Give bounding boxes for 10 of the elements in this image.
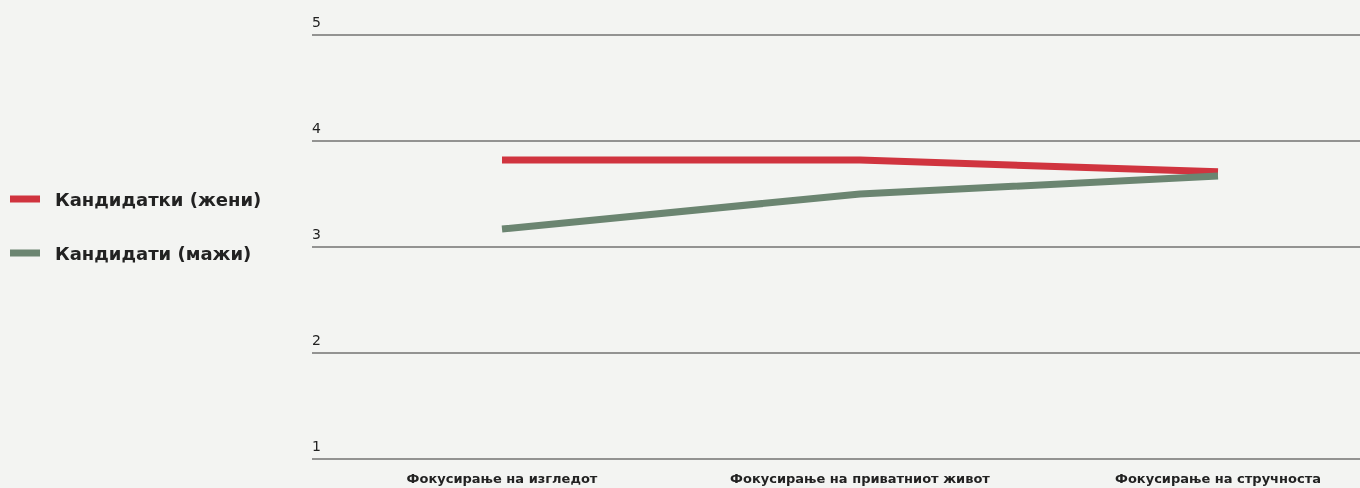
x-tick-label: Фокусирање на приватниот живот <box>730 471 991 486</box>
y-tick-label: 3 <box>312 226 321 242</box>
legend-label: Кандидати (мажи) <box>55 243 252 264</box>
x-tick-label: Фокусирање на изгледот <box>406 471 598 486</box>
legend-label: Кандидатки (жени) <box>55 189 262 210</box>
x-tick-label: Фокусирање на стручноста <box>1115 471 1321 486</box>
y-tick-label: 2 <box>312 332 321 348</box>
y-tick-label: 4 <box>312 120 321 136</box>
y-tick-label: 5 <box>312 14 321 30</box>
y-tick-label: 1 <box>312 438 321 454</box>
